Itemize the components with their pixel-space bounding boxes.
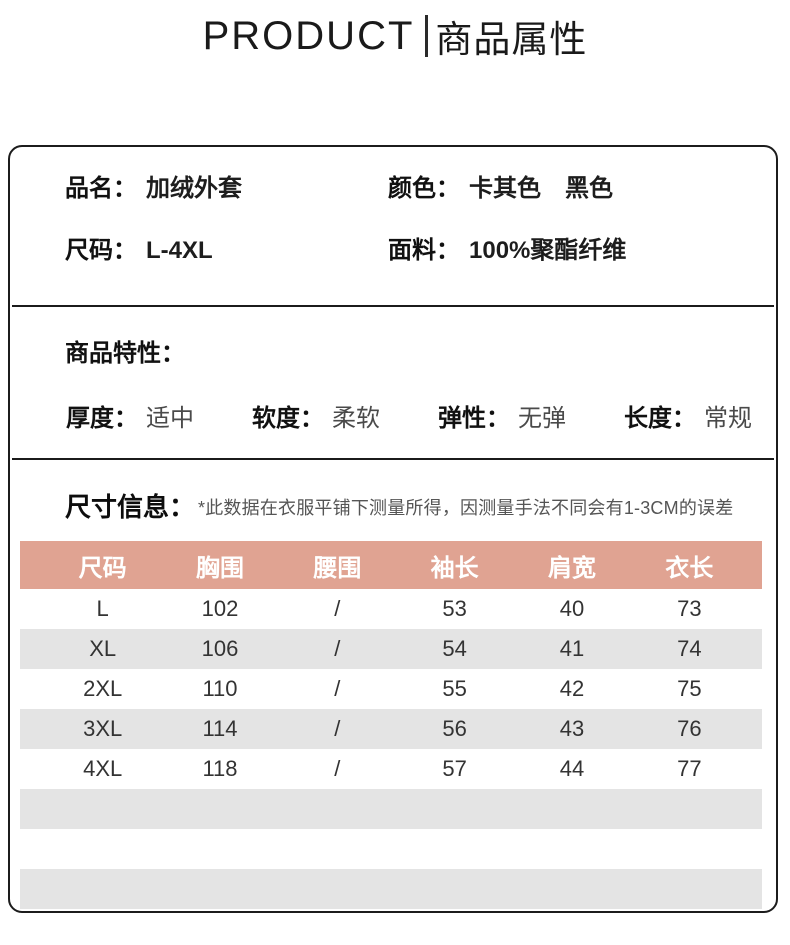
features-row: 厚度： 适中 软度： 柔软 弹性： 无弹 长度： 常规 [66, 402, 752, 436]
size-table-empty-row [20, 869, 762, 909]
feature-length: 长度： 常规 [624, 402, 752, 436]
size-table-row: XL 106 / 54 41 74 [20, 629, 762, 669]
size-table-empty-row [20, 789, 762, 829]
size-table-cell: 42 [559, 676, 585, 701]
size-table-cell: 3XL [83, 716, 123, 741]
size-table-cell: 2XL [83, 676, 123, 701]
section-divider [12, 458, 774, 460]
size-table-cell: 74 [677, 636, 702, 661]
size-table-row: 3XL 114 / 56 43 76 [20, 709, 762, 749]
size-table-cell: 77 [677, 756, 702, 781]
feature-elasticity: 弹性： 无弹 [438, 402, 566, 436]
size-table-cell: / [334, 676, 341, 701]
info-value: 100%聚酯纤维 [469, 237, 627, 264]
size-table-cell: 53 [442, 596, 467, 621]
size-table-cell: / [334, 756, 341, 781]
feature-value: 无弹 [518, 405, 566, 432]
size-table-cell: 110 [202, 676, 238, 701]
info-item-fabric: 面料： 100%聚酯纤维 [388, 233, 756, 269]
title-chinese: 商品属性 [435, 19, 588, 60]
size-table-cell: 43 [559, 716, 585, 741]
size-table-cell: 4XL [83, 756, 123, 781]
size-table-header-row: 尺码 胸围 腰围 袖长 肩宽 衣长 [20, 541, 762, 589]
size-table-row: 4XL 118 / 57 44 77 [20, 749, 762, 789]
size-table-empty-row [20, 829, 762, 869]
title-divider-bar [425, 15, 429, 57]
size-table-cell: 44 [559, 756, 585, 781]
feature-value: 柔软 [332, 405, 380, 432]
size-table-cell: 102 [201, 596, 239, 621]
size-table-cell: 76 [677, 716, 702, 741]
size-table-cell: 41 [559, 636, 585, 661]
info-label: 尺码： [65, 237, 137, 264]
features-heading: 商品特性： [65, 340, 185, 367]
size-table-header-cell: 衣长 [665, 554, 714, 582]
size-table: 尺码 胸围 腰围 袖长 肩宽 衣长 L 102 / 53 40 73 XL 106 / 54 41 74 2XL 11… [20, 541, 762, 909]
size-table-cell: L [96, 596, 109, 621]
feature-label: 弹性： [438, 405, 510, 432]
size-table-header-cell: 胸围 [195, 554, 244, 582]
size-table-cell: 75 [677, 676, 702, 701]
feature-thickness: 厚度： 适中 [66, 402, 194, 436]
size-table-cell: 118 [202, 756, 238, 781]
feature-softness: 软度： 柔软 [252, 402, 380, 436]
section-divider [12, 305, 774, 307]
size-table-cell: 57 [442, 756, 467, 781]
size-table-cell: 106 [201, 636, 239, 661]
info-value: L-4XL [146, 237, 213, 264]
size-table-cell: 55 [442, 676, 467, 701]
size-info-note: *此数据在衣服平铺下测量所得，因测量手法不同会有1-3CM的误差 [198, 498, 734, 518]
feature-label: 长度： [624, 405, 696, 432]
size-table-cell: / [334, 636, 341, 661]
info-value: 加绒外套 [146, 175, 242, 202]
size-table-cell: / [334, 596, 341, 621]
feature-value: 适中 [146, 405, 194, 432]
title-english: PRODUCT [202, 13, 415, 58]
size-table-cell: 54 [442, 636, 467, 661]
size-table-header-cell: 腰围 [313, 554, 362, 582]
info-value: 卡其色 黑色 [469, 175, 613, 202]
feature-label: 厚度： [66, 405, 138, 432]
info-item-product-name: 品名： 加绒外套 [65, 171, 388, 207]
size-table-cell: 56 [442, 716, 467, 741]
size-info-heading: 尺寸信息： [65, 492, 196, 522]
size-table-header-cell: 尺码 [78, 554, 127, 582]
info-item-size-range: 尺码： L-4XL [65, 233, 388, 269]
feature-label: 软度： [252, 405, 324, 432]
info-label: 品名： [65, 175, 137, 202]
info-item-color: 颜色： 卡其色 黑色 [388, 171, 756, 207]
feature-value: 常规 [704, 405, 752, 432]
size-table-cell: XL [89, 636, 117, 661]
page-title: PRODUCT 商品属性 [0, 8, 790, 64]
size-info-line: 尺寸信息： *此数据在衣服平铺下测量所得，因测量手法不同会有1-3CM的误差 [65, 490, 766, 524]
attributes-panel: 品名： 加绒外套 颜色： 卡其色 黑色 尺码： L-4XL 面料： 100%聚酯纤维 商… [8, 145, 778, 913]
info-label: 颜色： [388, 175, 460, 202]
size-table-cell: 73 [677, 596, 702, 621]
size-table-cell: 114 [202, 716, 238, 741]
size-table-header-cell: 肩宽 [547, 554, 596, 582]
info-label: 面料： [388, 237, 460, 264]
size-table-header-cell: 袖长 [430, 554, 479, 582]
size-table-row: L 102 / 53 40 73 [20, 589, 762, 629]
basic-info-grid: 品名： 加绒外套 颜色： 卡其色 黑色 尺码： L-4XL 面料： 100%聚酯纤维 [65, 171, 756, 269]
size-table-row: 2XL 110 / 55 42 75 [20, 669, 762, 709]
size-table-cell: / [334, 716, 341, 741]
size-table-cell: 40 [559, 596, 585, 621]
